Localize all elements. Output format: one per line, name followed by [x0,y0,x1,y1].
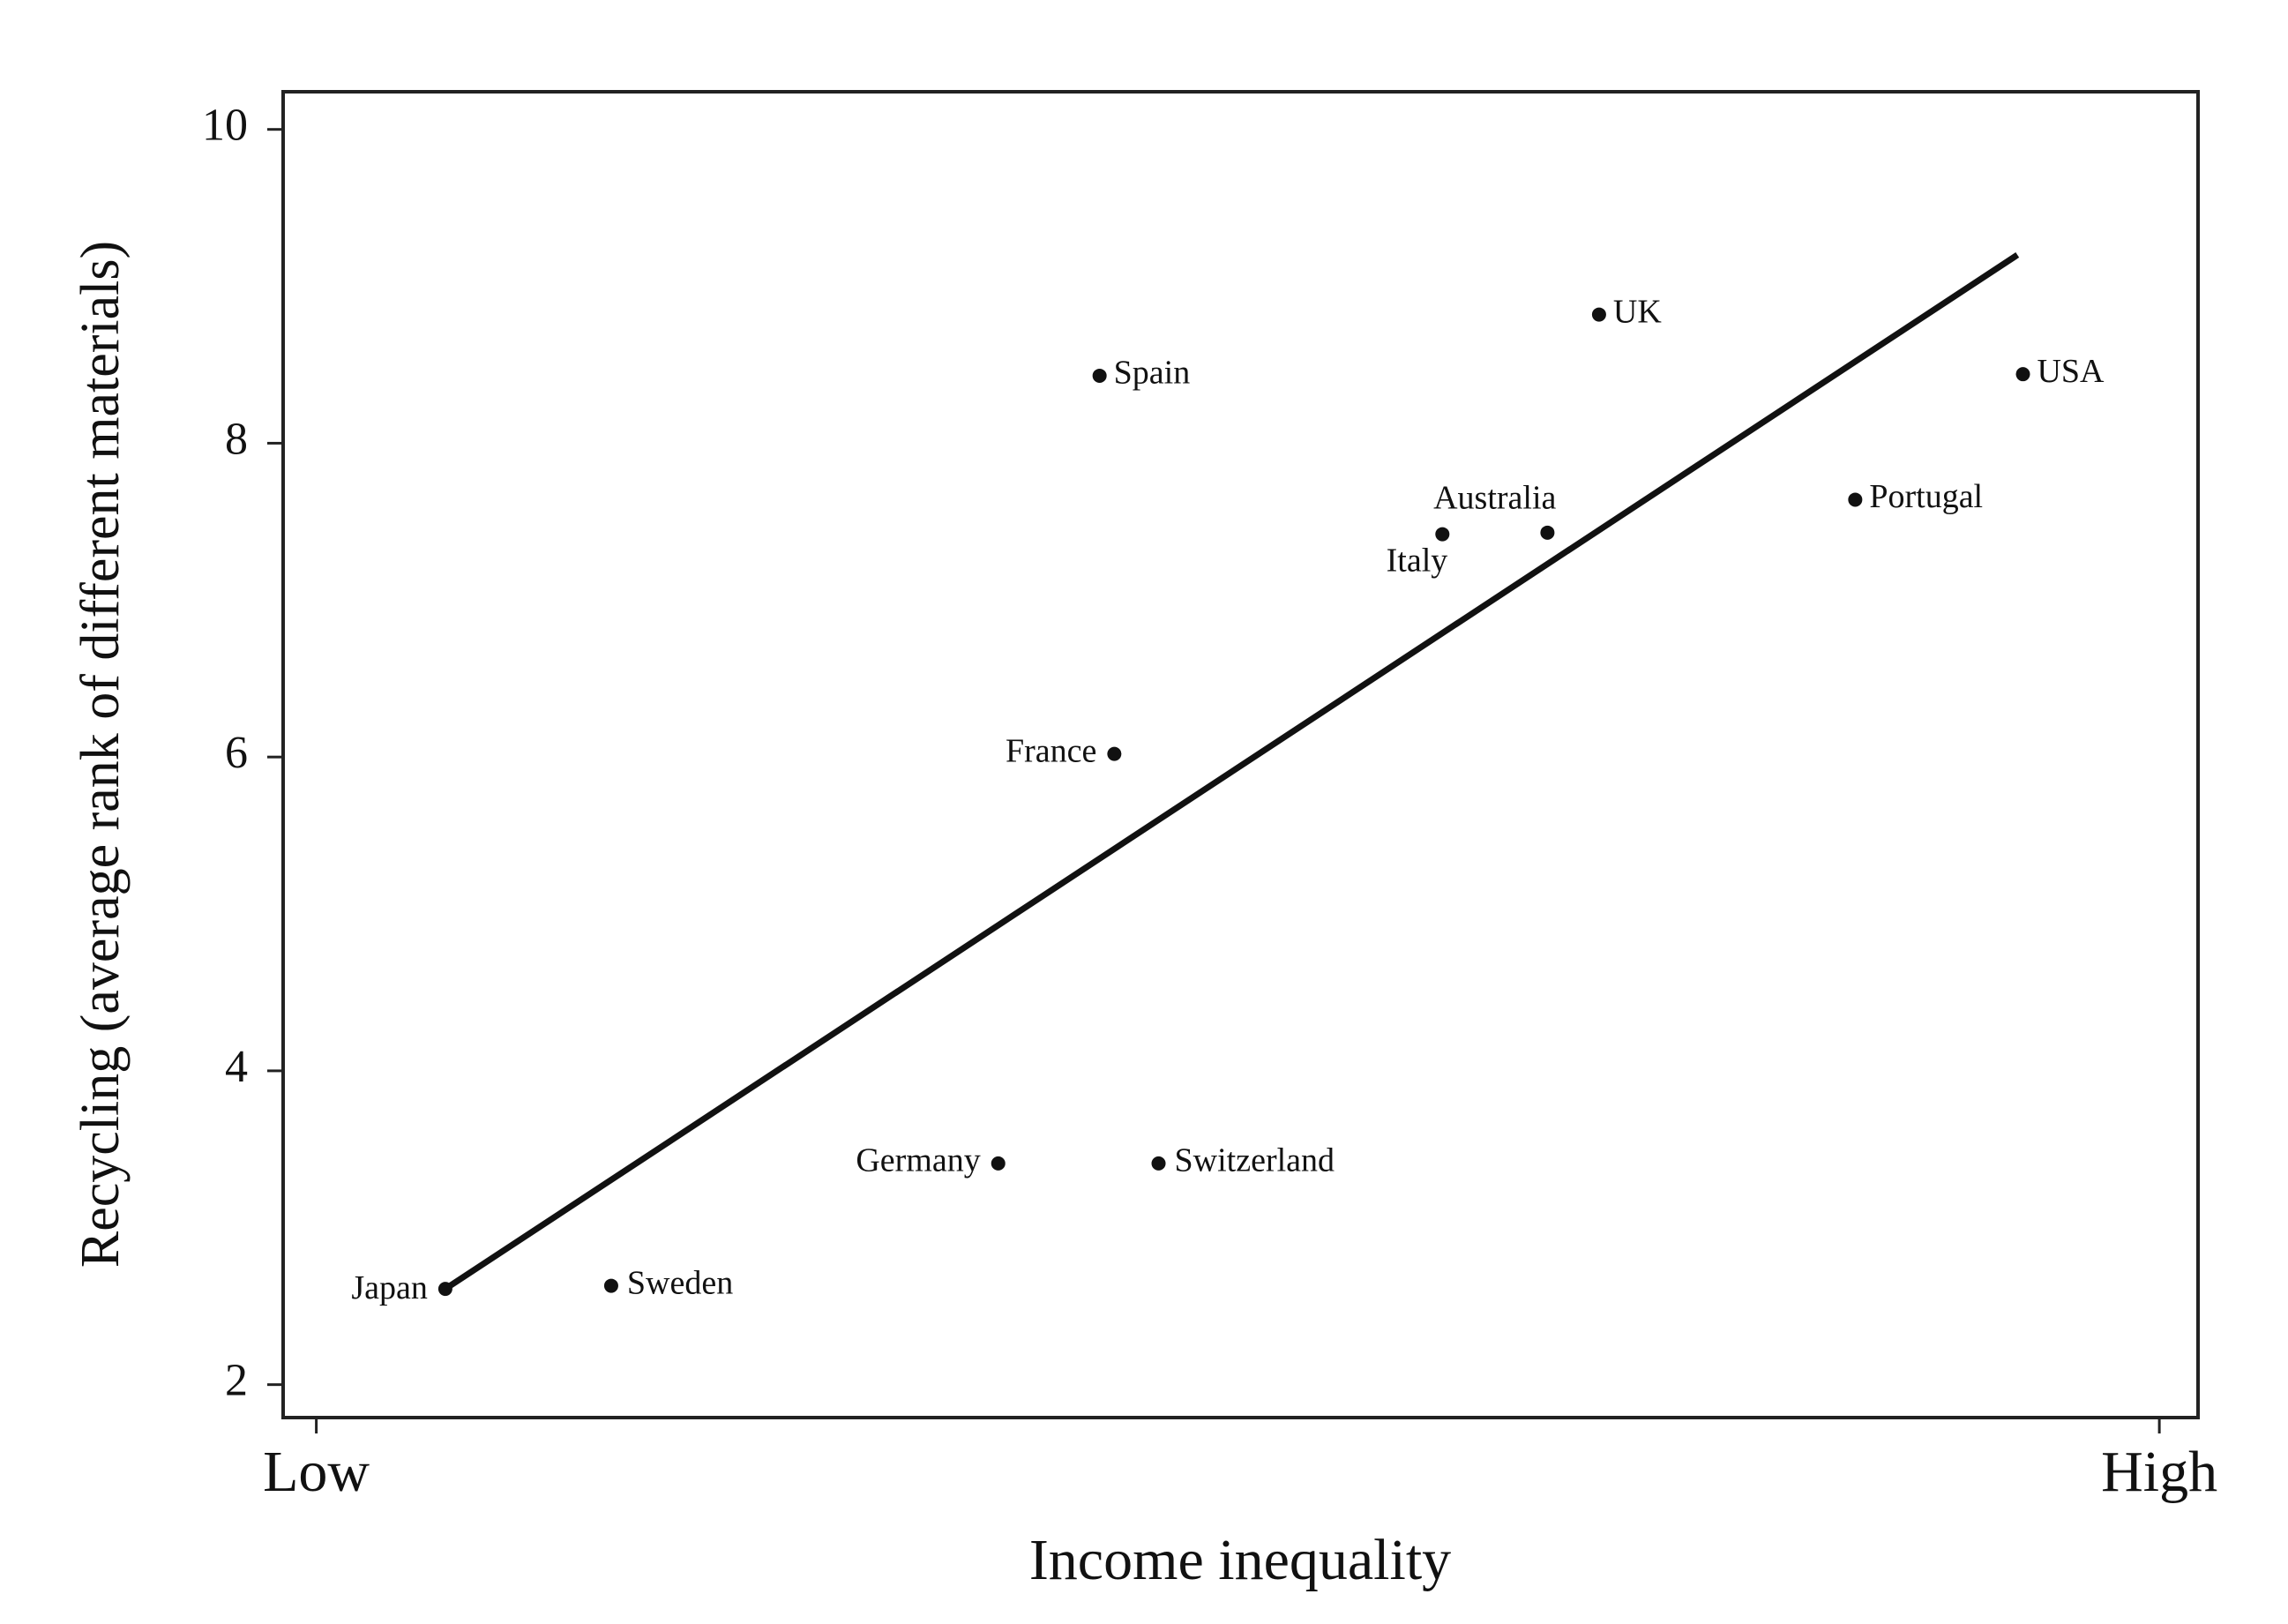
y-tick-label: 8 [225,414,248,464]
point-label: Portugal [1869,478,1983,515]
y-tick-label: 2 [225,1356,248,1406]
x-tick-label: High [2101,1440,2217,1504]
point [1107,746,1122,761]
point-label: Spain [1114,355,1191,392]
point-label: UK [1613,293,1662,330]
point-label: Germany [856,1142,980,1179]
x-axis-title: Income inequality [1029,1528,1451,1592]
point [1540,525,1555,540]
y-tick-label: 10 [202,101,248,151]
point-label: Sweden [627,1264,733,1301]
y-axis-title: Recycling (average rank of different mat… [71,241,131,1268]
point-label: Switzerland [1175,1142,1335,1179]
point-label: Japan [351,1269,428,1306]
point [437,1282,452,1297]
x-tick-label: Low [263,1440,370,1504]
point [1848,492,1863,507]
y-tick-label: 4 [225,1042,248,1092]
point [1591,307,1606,322]
point [1151,1156,1166,1171]
point-label: France [1006,732,1096,769]
y-tick-label: 6 [225,728,248,778]
point [1092,368,1107,383]
point-label: Italy [1387,542,1448,579]
plot-frame [281,90,2200,1419]
point [1435,527,1450,542]
fit-line [443,252,2020,1292]
point [2015,367,2030,382]
point-label: USA [2037,353,2105,390]
point-label: Australia [1433,480,1556,517]
point [991,1156,1006,1171]
point [603,1278,618,1293]
